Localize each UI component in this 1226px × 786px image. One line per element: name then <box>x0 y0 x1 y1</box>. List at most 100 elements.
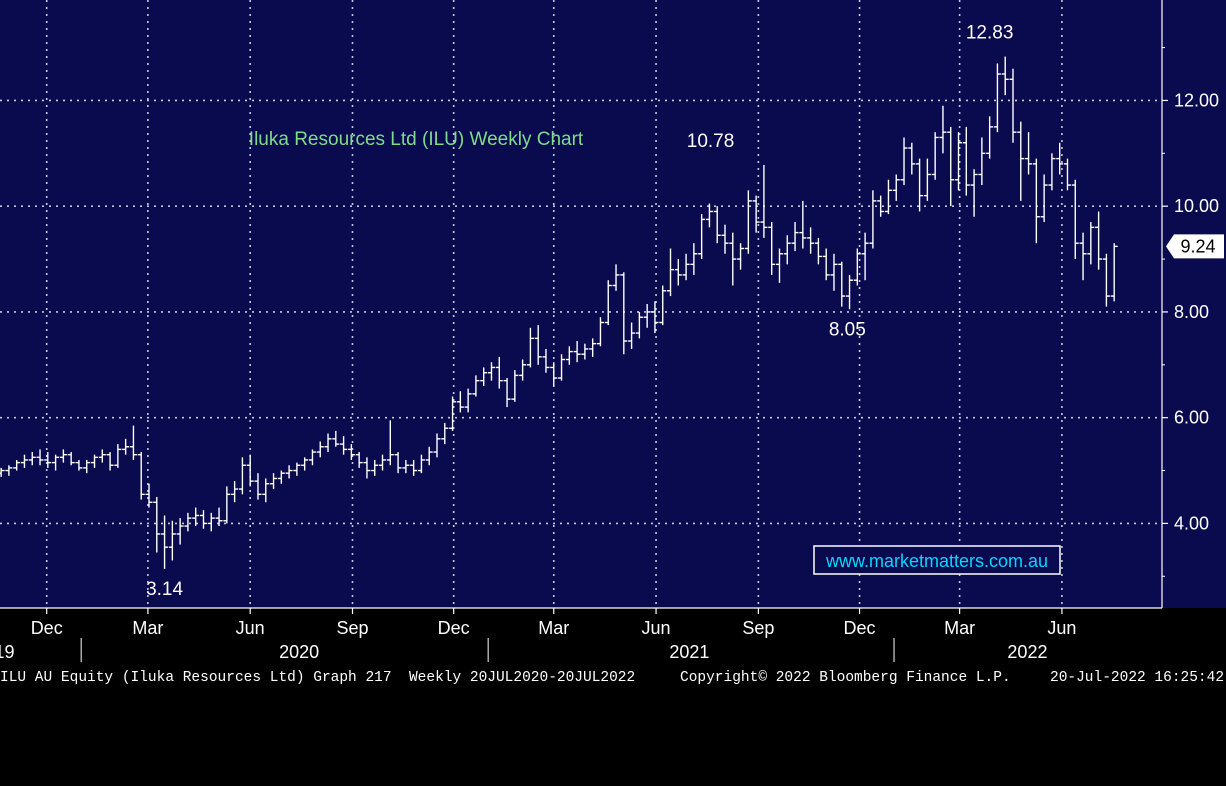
ohlc-bar <box>962 126 970 196</box>
ohlc-bar <box>846 274 854 310</box>
chart: 4.00 6.00 8.00 10.00 12.00 9.24 Dec Mar Jun Sep D… <box>0 0 1226 690</box>
year-label: 2022 <box>1007 642 1047 662</box>
ohlc-bar <box>106 452 114 471</box>
ohlc-bar <box>869 190 877 249</box>
ohlc-bar <box>589 338 597 357</box>
ohlc-bar <box>822 248 830 281</box>
ohlc-bar <box>238 457 246 495</box>
ohlc-bar <box>425 446 433 466</box>
price-annotation: 8.05 <box>829 319 866 340</box>
ohlc-bar <box>433 433 441 458</box>
ohlc-bar <box>207 512 215 532</box>
ohlc-bar <box>814 237 822 265</box>
ohlc-bar <box>768 222 776 275</box>
watermark-link[interactable]: www.marketmatters.com.au <box>825 551 1048 571</box>
ohlc-bar <box>861 232 869 281</box>
year-label: 2020 <box>279 642 319 662</box>
x-tick-label: Mar <box>944 618 975 638</box>
ohlc-bar <box>161 515 169 569</box>
ohlc-bar <box>114 444 122 468</box>
y-tick-label: 12.00 <box>1174 90 1219 110</box>
y-tick-label: 10.00 <box>1174 196 1219 216</box>
ohlc-bar <box>379 454 387 471</box>
ohlc-bar <box>277 470 285 484</box>
ohlc-bar <box>542 348 550 373</box>
y-tick-label: 4.00 <box>1174 513 1209 533</box>
ohlc-bar <box>293 462 301 476</box>
ohlc-bar <box>231 481 239 503</box>
ohlc-bar <box>472 375 480 397</box>
ohlc-bar <box>612 264 620 291</box>
ohlc-bar <box>1025 132 1033 175</box>
ohlc-bar <box>1048 153 1056 191</box>
ohlc-bar <box>604 280 612 326</box>
ohlc-bar <box>830 253 838 291</box>
ohlc-bar <box>316 441 324 458</box>
ohlc-bar <box>705 203 713 228</box>
x-tick-label: Jun <box>642 618 671 638</box>
ohlc-bar <box>931 132 939 180</box>
ohlc-bar <box>713 206 721 244</box>
ohlc-bar <box>301 457 309 471</box>
watermark-box <box>813 545 1061 575</box>
ohlc-bar <box>628 322 636 349</box>
ohlc-bar <box>371 459 379 476</box>
ohlc-bar <box>1063 158 1071 191</box>
watermark[interactable]: www.marketmatters.com.au <box>813 545 1061 575</box>
ohlc-bar <box>67 452 75 466</box>
ohlc-bar <box>36 449 44 466</box>
ohlc-bar <box>254 473 262 500</box>
x-axis: Dec Mar Jun Sep Dec Mar Jun Sep Dec Mar Jun 2019 202… <box>0 607 1162 662</box>
timestamp: 20-Jul-2022 16:25:42 <box>1050 670 1225 686</box>
ohlc-bar <box>853 248 861 286</box>
ohlc-bar <box>480 367 488 386</box>
ohlc-bar <box>215 507 223 527</box>
ohlc-bar <box>456 391 464 413</box>
ohlc-bar <box>28 452 36 466</box>
ohlc-bar <box>91 454 99 468</box>
ohlc-bar <box>1102 253 1110 307</box>
ohlc-bar <box>799 200 807 249</box>
price-annotation: 12.83 <box>966 23 1014 44</box>
ohlc-bar <box>184 512 192 532</box>
ohlc-bar <box>1095 211 1103 270</box>
ohlc-bar <box>223 486 231 524</box>
ohlc-bar <box>698 214 706 260</box>
ohlc-bar <box>308 449 316 466</box>
ohlc-bar <box>1017 121 1025 201</box>
ohlc-bar <box>98 449 106 463</box>
ohlc-bar <box>791 222 799 252</box>
ohlc-bar <box>449 396 457 431</box>
ohlc-bar <box>503 378 511 408</box>
ohlc-bar <box>464 388 472 413</box>
price-annotation: 3.14 <box>146 579 183 600</box>
ohlc-bar <box>1110 243 1118 302</box>
ohlc-bar <box>246 454 254 487</box>
ohlc-bar <box>20 454 28 468</box>
ohlc-bar <box>394 452 402 474</box>
ohlc-bar <box>651 301 659 334</box>
ohlc-bar <box>573 341 581 363</box>
ohlc-bar <box>892 174 900 201</box>
ohlc-bar <box>993 63 1001 133</box>
ohlc-bar <box>324 433 332 453</box>
ohlc-bar <box>5 465 13 476</box>
ohlc-bar <box>355 452 363 468</box>
ohlc-bar <box>674 259 682 286</box>
ohlc-bar <box>83 459 91 474</box>
ohlc-bar <box>783 235 791 265</box>
ohlc-bar <box>332 430 340 447</box>
ohlc-bar <box>729 232 737 286</box>
ohlc-bar <box>519 359 527 381</box>
ohlc-bar <box>59 449 67 463</box>
ohlc-bar <box>775 248 783 283</box>
ohlc-bar <box>947 126 955 207</box>
y-tick-label: 6.00 <box>1174 408 1209 428</box>
ohlc-bar <box>386 420 394 466</box>
year-label: 2019 <box>0 642 14 662</box>
ohlc-bar <box>44 452 52 468</box>
ohlc-bar <box>1009 68 1017 143</box>
ohlc-bar <box>721 224 729 254</box>
ohlc-bar <box>526 327 534 368</box>
footer-bar: ILU AU Equity (Iluka Resources Ltd) Grap… <box>0 666 1226 690</box>
